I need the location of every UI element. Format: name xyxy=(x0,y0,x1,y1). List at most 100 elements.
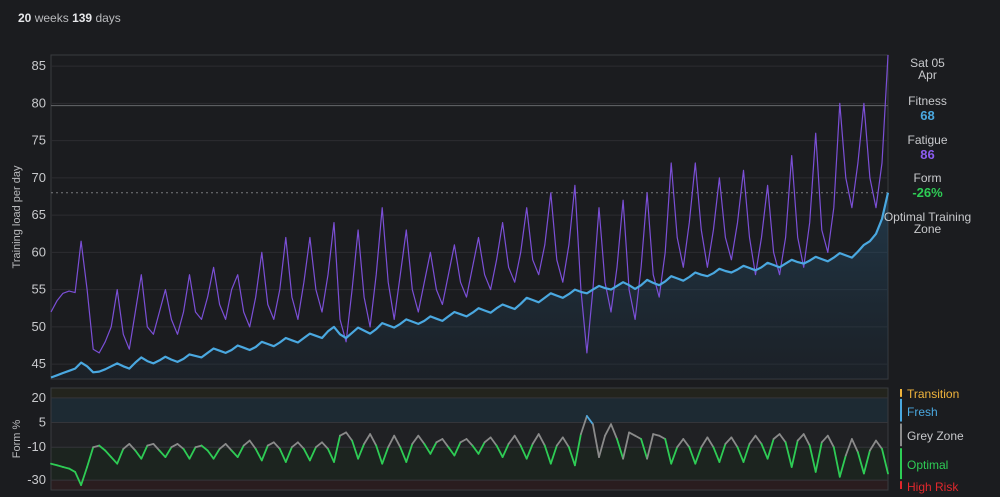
days-unit: days xyxy=(95,11,121,25)
form-line-segment xyxy=(164,446,173,459)
form-line-segment xyxy=(236,444,245,459)
hover-date-day: Sat 05 xyxy=(910,56,945,70)
form-line-segment xyxy=(688,446,697,465)
form-line-segment xyxy=(507,434,516,445)
form-line-segment xyxy=(543,444,552,465)
form-ytick-label-5: 5 xyxy=(39,415,46,430)
form-line-segment xyxy=(254,447,263,462)
form-line-segment xyxy=(537,433,546,447)
form-line-segment xyxy=(260,444,269,462)
form-line-segment xyxy=(110,456,119,465)
form-line-segment xyxy=(266,441,275,447)
form-line-segment xyxy=(375,444,384,465)
form-line-segment xyxy=(128,442,137,452)
form-line-segment xyxy=(604,423,612,437)
form-line-segment xyxy=(308,446,317,462)
form-line-segment xyxy=(176,442,185,450)
form-line-segment xyxy=(212,447,221,460)
days-count: 139 xyxy=(72,11,93,25)
form-zone-fresh xyxy=(51,397,888,423)
form-line-segment xyxy=(74,470,82,487)
fitness-area xyxy=(51,192,888,379)
form-line-segment xyxy=(200,444,209,452)
ytick-label-60: 60 xyxy=(32,244,46,259)
form-line-segment xyxy=(760,442,769,460)
form-line-segment xyxy=(182,447,191,460)
training-zone-line2: Zone xyxy=(913,222,942,236)
form-line-segment xyxy=(387,434,396,449)
form-line-segment xyxy=(206,449,215,460)
form-line-segment xyxy=(778,433,787,444)
form-line-segment xyxy=(230,449,239,459)
weeks-count: 20 xyxy=(18,11,32,25)
form-line-segment xyxy=(826,434,835,449)
zone-label-grey: Grey Zone xyxy=(907,429,964,443)
form-line-segment xyxy=(471,444,480,455)
form-line-segment xyxy=(658,434,667,440)
fatigue-value: 86 xyxy=(920,147,935,162)
ytick-label-75: 75 xyxy=(32,133,46,148)
form-line-segment xyxy=(122,442,131,450)
form-line-segment xyxy=(447,446,456,457)
fitness-line xyxy=(50,192,890,379)
hover-date-month: Apr xyxy=(918,68,937,82)
form-line-segment xyxy=(844,438,853,457)
form-line-segment xyxy=(592,423,600,459)
form-line-segment xyxy=(820,434,829,444)
form-line-segment xyxy=(863,449,871,475)
fitness-readout: Fitness 68 xyxy=(855,95,1000,122)
zone-label-fresh: Fresh xyxy=(907,405,938,419)
form-line-segment xyxy=(218,442,227,450)
form-line-segment xyxy=(766,438,775,460)
form-line-segment xyxy=(296,441,305,450)
form-line-segment xyxy=(706,436,715,449)
form-line-segment xyxy=(333,434,341,463)
form-line-segment xyxy=(501,442,510,459)
form-ytick-label--10: -10 xyxy=(27,439,46,454)
form-line-segment xyxy=(381,446,390,465)
form-line-segment xyxy=(519,444,528,460)
form-line-segment xyxy=(140,444,149,460)
form-zone-high-risk xyxy=(51,480,888,490)
ytick-label-65: 65 xyxy=(32,207,46,222)
form-line-segment xyxy=(357,442,366,460)
y-axis-label: Training load per day xyxy=(11,165,23,268)
form-line-segment xyxy=(302,447,311,462)
form-line-segment xyxy=(188,446,197,460)
form-line-segment xyxy=(435,438,444,444)
form-line-segment xyxy=(875,439,883,450)
form-line-segment xyxy=(622,431,630,460)
ytick-label-45: 45 xyxy=(32,356,46,371)
zone-label-optimal: Optimal xyxy=(907,458,949,472)
form-line-segment xyxy=(98,444,107,452)
form-line-segment xyxy=(405,442,414,463)
form-line-segment xyxy=(640,438,648,460)
form-line-segment xyxy=(278,447,287,463)
form-line-segment xyxy=(549,444,558,465)
ytick-label-85: 85 xyxy=(32,58,46,73)
form-zone-optimal xyxy=(51,447,888,481)
form-line-segment xyxy=(513,434,522,447)
form-line-segment xyxy=(477,441,486,455)
form-line-segment xyxy=(814,441,823,473)
form-line-segment xyxy=(580,415,588,436)
training-zone-line1: Optimal Training xyxy=(883,210,972,224)
form-line-segment xyxy=(80,466,88,487)
form-line-segment xyxy=(736,446,745,463)
form-line-segment xyxy=(802,433,811,447)
form-line-segment xyxy=(399,446,408,463)
form-line-segment xyxy=(363,433,372,445)
form-line-segment xyxy=(700,436,709,449)
form-line-segment xyxy=(483,436,492,444)
form-line-segment xyxy=(742,442,751,463)
form-label: Form xyxy=(913,171,942,185)
form-line-segment xyxy=(754,434,763,445)
form-line-segment xyxy=(881,447,889,475)
form-line-segment xyxy=(832,446,841,478)
form-line-segment xyxy=(423,442,432,455)
zone-label-transition: Transition xyxy=(907,387,960,401)
form-zone-transition xyxy=(51,388,888,398)
form-line-segment xyxy=(670,446,679,465)
form-line-segment xyxy=(50,462,58,467)
